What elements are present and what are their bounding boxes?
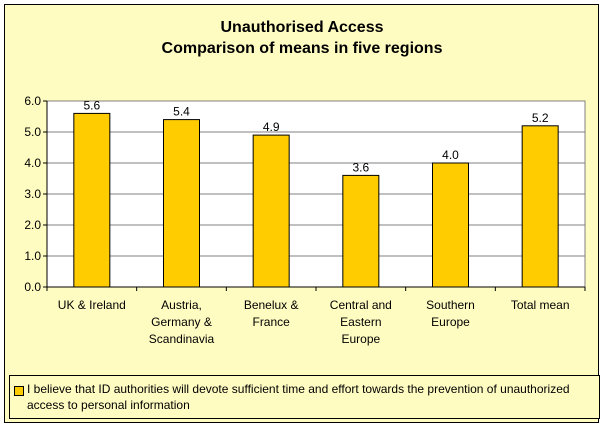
chart-canvas: Unauthorised Access Comparison of means …: [24, 19, 586, 346]
legend: I believe that ID authorities will devot…: [9, 375, 600, 419]
bar: [432, 162, 469, 288]
data-label: 3.6: [352, 160, 369, 174]
data-label: 4.0: [442, 148, 459, 162]
y-tick-label: 4.0: [24, 156, 41, 170]
y-tick-label: 5.0: [24, 125, 41, 139]
data-label: 5.2: [532, 111, 549, 125]
legend-entry-label: I believe that ID authorities will devot…: [27, 382, 570, 412]
x-tick-label: Eastern: [340, 315, 381, 329]
chart-title-line-1: Unauthorised Access: [220, 19, 383, 36]
y-tick-label: 6.0: [24, 94, 41, 108]
x-tick-label: Southern: [426, 298, 475, 312]
y-tick-label: 0.0: [24, 280, 41, 294]
bar: [163, 119, 200, 288]
x-tick-label: Scandinavia: [149, 332, 215, 346]
x-tick-label: UK & Ireland: [58, 298, 126, 312]
data-label: 5.6: [83, 98, 100, 112]
x-tick-label: France: [252, 315, 290, 329]
x-tick-label: Benelux &: [244, 298, 299, 312]
x-tick-label: Europe: [431, 315, 470, 329]
data-label: 5.4: [173, 105, 190, 119]
x-tick-label: Total mean: [511, 298, 570, 312]
x-tick-label: Europe: [341, 332, 380, 346]
y-tick-label: 1.0: [24, 249, 41, 263]
x-tick-label: Germany &: [151, 315, 212, 329]
bar: [252, 134, 290, 288]
y-tick-label: 3.0: [24, 187, 41, 201]
bar: [521, 125, 559, 288]
x-tick-label: Austria,: [161, 298, 202, 312]
chart-area: Unauthorised Access Comparison of means …: [4, 4, 600, 423]
bar: [342, 174, 380, 288]
bar: [73, 112, 111, 288]
data-label: 4.9: [263, 120, 280, 134]
chart-title-line-2: Comparison of means in five regions: [162, 40, 443, 57]
legend-swatch: [14, 386, 24, 396]
y-tick-label: 2.0: [24, 218, 41, 232]
x-tick-label: Central and: [330, 298, 392, 312]
